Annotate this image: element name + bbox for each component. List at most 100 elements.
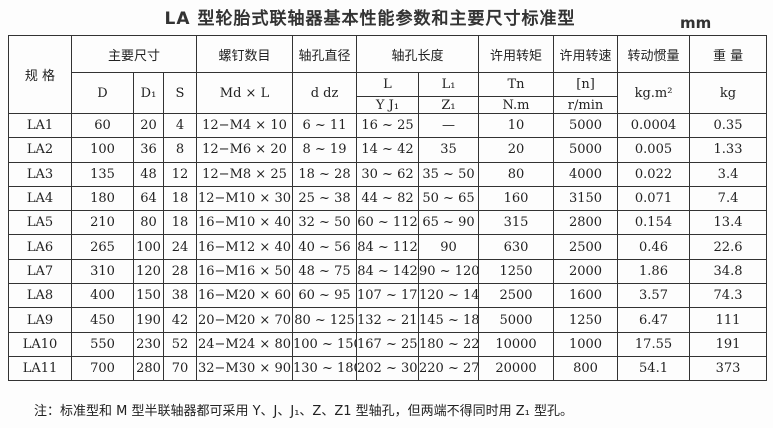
cell-D1: 150	[133, 283, 164, 309]
cell-L1: —	[417, 112, 480, 139]
cell-bore-dia: 25 ~ 38	[292, 185, 357, 212]
header-inertia-unit: kg.m²	[617, 72, 691, 114]
cell-speed: 3150	[553, 185, 619, 212]
header-torque-unit: N.m	[478, 96, 555, 114]
cell-inertia: 0.0004	[617, 112, 691, 139]
table-row: LA7 310 120 28 16−M16 × 50 48 ~ 75 84 ~ 142 90 …	[8, 258, 768, 285]
cell-torque: 20	[478, 137, 555, 163]
cell-speed: 800	[553, 355, 619, 382]
cell-bolts: 16−M16 × 50	[196, 258, 293, 285]
header-speed-sym: [n]	[553, 72, 619, 97]
cell-L: 44 ~ 82	[356, 185, 419, 212]
cell-L: 60 ~ 112	[356, 210, 419, 236]
cell-L1: 180 ~ 220	[417, 331, 480, 357]
cell-spec: LA4	[8, 185, 72, 212]
cell-D: 135	[71, 161, 134, 187]
cell-bolts: 12−M8 × 25	[196, 161, 293, 187]
cell-D: 450	[71, 307, 134, 333]
cell-D1: 280	[133, 355, 164, 382]
cell-speed: 1600	[553, 283, 619, 309]
unit-label: mm	[680, 14, 712, 32]
cell-spec: LA9	[8, 307, 72, 333]
cell-bolts: 16−M12 × 40	[196, 234, 293, 260]
header-weight: 重 量	[689, 35, 768, 73]
cell-D1: 120	[133, 258, 164, 285]
cell-spec: LA11	[8, 355, 72, 382]
cell-weight: 22.6	[689, 234, 768, 260]
cell-bolts: 16−M20 × 60	[196, 283, 293, 309]
cell-bore-dia: 80 ~ 125	[292, 307, 357, 333]
header-L1-sub: Z₁	[417, 96, 480, 114]
table-row: LA11 700 280 70 32−M30 × 90 130 ~ 180 202 ~ 30…	[8, 355, 768, 382]
cell-L: 107 ~ 172	[356, 283, 419, 309]
cell-D1: 48	[133, 161, 164, 187]
cell-S: 18	[163, 210, 197, 236]
cell-L1: 50 ~ 65	[417, 185, 480, 212]
header-speed-unit: r/min	[553, 96, 619, 114]
cell-D: 700	[71, 355, 134, 382]
cell-S: 42	[163, 307, 197, 333]
cell-weight: 3.4	[689, 161, 768, 187]
cell-torque: 20000	[478, 355, 555, 382]
cell-weight: 7.4	[689, 185, 768, 212]
table-row: LA1 60 20 4 12−M4 × 10 6 ~ 11 16 ~ 25—10 5000 0.…	[8, 112, 768, 139]
cell-inertia: 54.1	[617, 355, 691, 382]
cell-bore-dia: 130 ~ 180	[292, 355, 357, 382]
cell-bore-dia: 8 ~ 19	[292, 137, 357, 163]
cell-spec: LA1	[8, 112, 72, 139]
cell-D: 400	[71, 283, 134, 309]
cell-L1: 145 ~ 180	[417, 307, 480, 333]
table-row: LA10 550 230 52 24−M24 × 80 100 ~ 150 167 ~ 25…	[8, 331, 768, 357]
cell-D1: 190	[133, 307, 164, 333]
cell-torque: 630	[478, 234, 555, 260]
cell-D: 265	[71, 234, 134, 260]
cell-speed: 1250	[553, 307, 619, 333]
cell-bore-dia: 6 ~ 11	[292, 112, 357, 139]
cell-L: 16 ~ 25	[356, 112, 419, 139]
cell-inertia: 3.57	[617, 283, 691, 309]
cell-torque: 1250	[478, 258, 555, 285]
cell-S: 24	[163, 234, 197, 260]
cell-S: 4	[163, 112, 197, 139]
cell-bolts: 16−M10 × 40	[196, 210, 293, 236]
header-inertia: 转动惯量	[617, 35, 691, 73]
cell-speed: 2500	[553, 234, 619, 260]
cell-speed: 5000	[553, 137, 619, 163]
cell-bore-dia: 32 ~ 50	[292, 210, 357, 236]
cell-inertia: 1.86	[617, 258, 691, 285]
cell-L: 167 ~ 252	[356, 331, 419, 357]
header-spec: 规 格	[8, 35, 72, 114]
cell-L: 14 ~ 42	[356, 137, 419, 163]
cell-L: 30 ~ 62	[356, 161, 419, 187]
cell-weight: 34.8	[689, 258, 768, 285]
cell-S: 18	[163, 185, 197, 212]
cell-bore-dia: 40 ~ 56	[292, 234, 357, 260]
cell-spec: LA3	[8, 161, 72, 187]
cell-D1: 64	[133, 185, 164, 212]
cell-inertia: 0.005	[617, 137, 691, 163]
header-D: D	[71, 72, 134, 114]
header-S: S	[163, 72, 197, 114]
cell-L1: 220 ~ 270	[417, 355, 480, 382]
cell-L: 84 ~ 112	[356, 234, 419, 260]
cell-L1: 35	[417, 137, 480, 163]
cell-D1: 20	[133, 112, 164, 139]
cell-D1: 100	[133, 234, 164, 260]
cell-weight: 74.3	[689, 283, 768, 309]
cell-speed: 2000	[553, 258, 619, 285]
cell-inertia: 0.071	[617, 185, 691, 212]
cell-speed: 4000	[553, 161, 619, 187]
cell-inertia: 17.55	[617, 331, 691, 357]
cell-L1: 90	[417, 234, 480, 260]
cell-L1: 90 ~ 120	[417, 258, 480, 285]
cell-weight: 111	[689, 307, 768, 333]
cell-S: 38	[163, 283, 197, 309]
header-bolts-sub: Md × L	[196, 72, 293, 114]
cell-bolts: 12−M6 × 20	[196, 137, 293, 163]
cell-torque: 2500	[478, 283, 555, 309]
cell-weight: 1.33	[689, 137, 768, 163]
cell-weight: 191	[689, 331, 768, 357]
header-row-2: D D₁ S Md × L d dz L L₁ Tn [n] kg.m² kg	[9, 72, 768, 114]
